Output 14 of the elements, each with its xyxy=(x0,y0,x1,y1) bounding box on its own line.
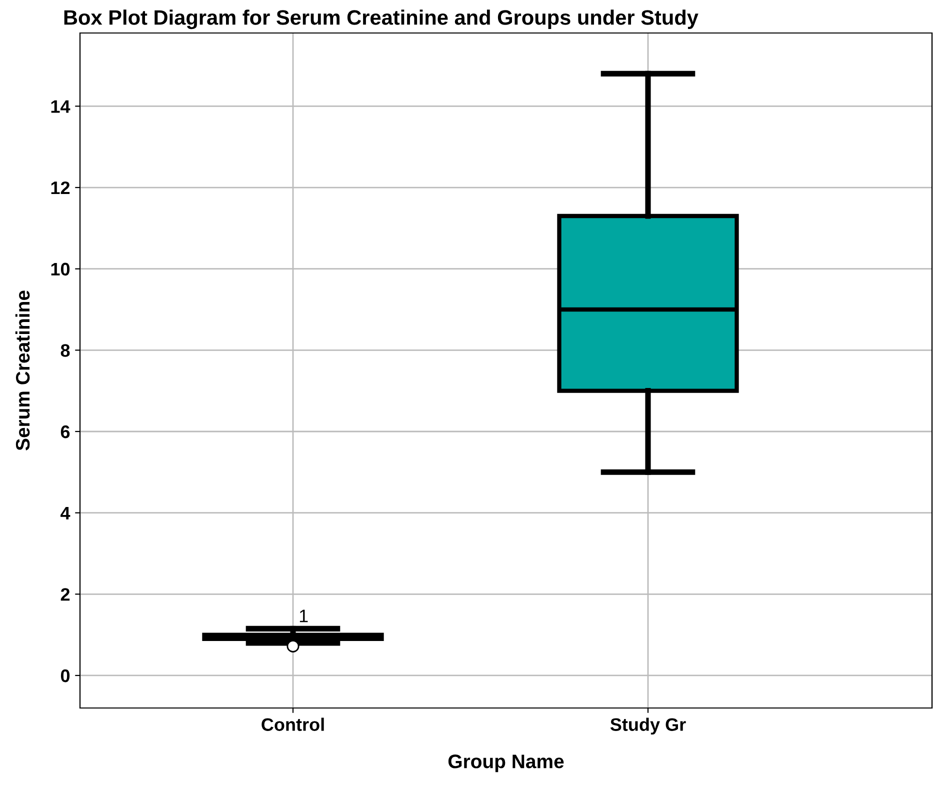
x-axis-title: Group Name xyxy=(448,754,564,772)
y-tick-label: 2 xyxy=(60,588,70,601)
y-tick-label: 10 xyxy=(51,262,70,276)
annotation: 1 xyxy=(300,610,308,622)
x-tick-label: Control xyxy=(262,718,324,731)
y-tick-label: 6 xyxy=(60,425,70,438)
y-tick-label: 12 xyxy=(51,181,70,194)
y-tick-label: 14 xyxy=(51,100,70,113)
y-axis-title: Serum Creatinine xyxy=(15,290,30,450)
y-tick-label: 4 xyxy=(60,506,70,520)
x-tick-label: Study Gr xyxy=(610,718,686,735)
chart-title: Box Plot Diagram for Serum Creatinine and Groups under Study xyxy=(64,10,698,30)
y-tick-label: 8 xyxy=(60,344,70,357)
y-tick-label: 0 xyxy=(60,669,70,682)
